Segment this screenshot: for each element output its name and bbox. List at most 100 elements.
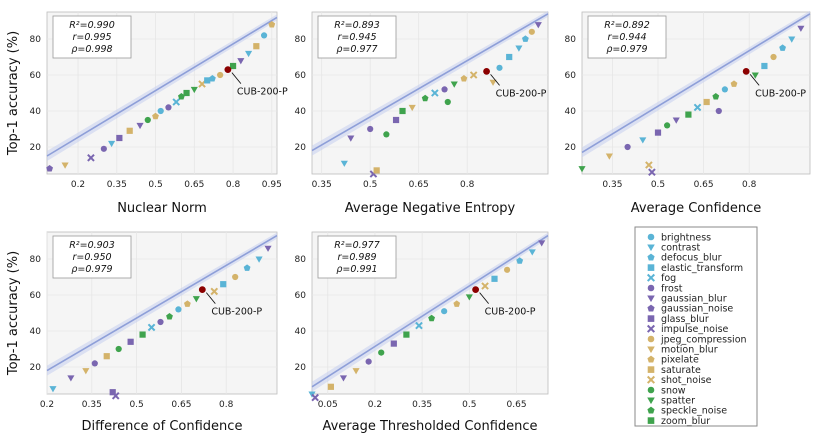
stat-line: R²=0.977 — [334, 240, 380, 251]
x-axis-label: Nuclear Norm — [117, 201, 207, 216]
data-point — [255, 256, 263, 263]
y-axis-label: Top-1 accuracy (%) — [6, 31, 21, 156]
data-point — [496, 64, 503, 71]
data-point — [444, 98, 451, 106]
data-point — [460, 75, 468, 82]
legend-label: speckle_noise — [661, 406, 727, 417]
y-tick-label: 40 — [565, 107, 577, 117]
reference-point — [472, 286, 480, 293]
data-point — [147, 323, 156, 332]
data-point — [770, 53, 777, 61]
data-point — [204, 77, 211, 84]
reference-point — [224, 66, 232, 73]
legend-label: gaussian_noise — [661, 304, 733, 315]
x-tick-label: 0.35 — [602, 180, 622, 190]
x-tick-label: 0.2 — [368, 400, 382, 410]
data-point — [217, 71, 224, 79]
annotation-label: CUB-200-P — [237, 87, 288, 98]
fit-line — [311, 234, 549, 388]
fit-confidence-band — [312, 232, 548, 392]
y-tick-label: 80 — [30, 35, 42, 45]
legend-box — [634, 226, 758, 427]
reference-point — [198, 286, 206, 293]
fit-confidence-band — [312, 10, 548, 156]
x-tick-label: 0.35 — [412, 400, 432, 410]
legend-marker — [647, 366, 655, 373]
chart-panel-5: 20 40 60 80 0.05 0.2 0.35 0.5 0.65 CUB-200-P R²=0.… — [295, 231, 549, 434]
legend-label: brightness — [661, 232, 711, 243]
stats-box — [52, 235, 132, 279]
fit-confidence-band — [47, 14, 277, 162]
data-point — [126, 127, 133, 134]
legend-label: snow — [661, 385, 686, 396]
stat-line: r=0.995 — [72, 32, 111, 43]
legend-marker — [647, 346, 655, 354]
y-tick-label: 40 — [295, 327, 307, 337]
x-tick-label: 0.65 — [409, 180, 429, 190]
annotation-arrow — [749, 74, 760, 86]
x-tick-label: 0.35 — [312, 180, 332, 190]
legend: brightnesscontrastdefocus_blurelastic_tr… — [634, 226, 758, 427]
data-point — [516, 257, 524, 264]
data-point — [645, 161, 653, 169]
data-point — [229, 62, 237, 70]
data-point — [428, 314, 435, 322]
data-point — [788, 36, 796, 43]
legend-marker — [647, 397, 655, 405]
data-point — [639, 137, 647, 144]
data-point — [91, 360, 98, 367]
stat-line: ρ=0.977 — [336, 44, 377, 55]
annotation-label: CUB-200-P — [485, 307, 536, 318]
legend-marker — [647, 386, 655, 394]
stat-line: ρ=0.979 — [71, 264, 112, 275]
y-tick-label: 80 — [295, 35, 307, 45]
x-tick-label: 0.5 — [651, 180, 665, 190]
legend-label: gaussian_blur — [661, 294, 727, 305]
data-point — [347, 135, 355, 142]
data-point — [268, 21, 276, 28]
legend-label: fog — [661, 273, 676, 284]
data-point — [730, 80, 738, 87]
y-tick-label: 60 — [295, 71, 307, 81]
stat-line: R²=0.893 — [334, 20, 380, 31]
data-point — [578, 166, 586, 173]
data-point — [408, 104, 416, 112]
legend-marker — [646, 375, 656, 384]
x-tick-label: 0.8 — [226, 180, 241, 190]
x-tick-label: 0.5 — [129, 400, 143, 410]
reference-point — [483, 68, 490, 75]
data-point — [166, 313, 173, 320]
data-point — [453, 300, 461, 307]
stat-line: ρ=0.991 — [336, 264, 377, 275]
legend-label: saturate — [661, 365, 701, 376]
stat-line: r=0.944 — [607, 32, 646, 43]
data-point — [237, 58, 245, 65]
stat-line: ρ=0.998 — [71, 44, 112, 55]
annotation-label: CUB-200-P — [496, 88, 547, 99]
data-point — [721, 86, 728, 93]
legend-marker — [647, 304, 655, 312]
data-point — [178, 93, 185, 100]
x-tick-label: 0.95 — [262, 180, 282, 190]
legend-marker — [647, 295, 655, 303]
data-point — [503, 266, 511, 273]
data-point — [779, 44, 786, 51]
y-tick-label: 20 — [30, 143, 42, 153]
data-point — [761, 62, 768, 70]
x-tick-label: 0.65 — [171, 400, 191, 410]
stat-line: r=0.950 — [72, 252, 111, 263]
x-tick-label: 0.8 — [742, 180, 757, 190]
data-point — [528, 28, 535, 35]
stats-box — [317, 15, 397, 59]
stat-line: R²=0.990 — [69, 20, 115, 31]
legend-marker — [647, 244, 655, 252]
data-point — [421, 94, 429, 102]
data-point — [209, 75, 216, 82]
legend-marker — [647, 233, 655, 241]
data-point — [192, 296, 200, 303]
x-tick-label: 0.2 — [71, 180, 85, 190]
data-point — [139, 331, 146, 338]
data-point — [103, 353, 110, 360]
data-point — [49, 386, 57, 393]
y-tick-label: 60 — [295, 291, 307, 301]
